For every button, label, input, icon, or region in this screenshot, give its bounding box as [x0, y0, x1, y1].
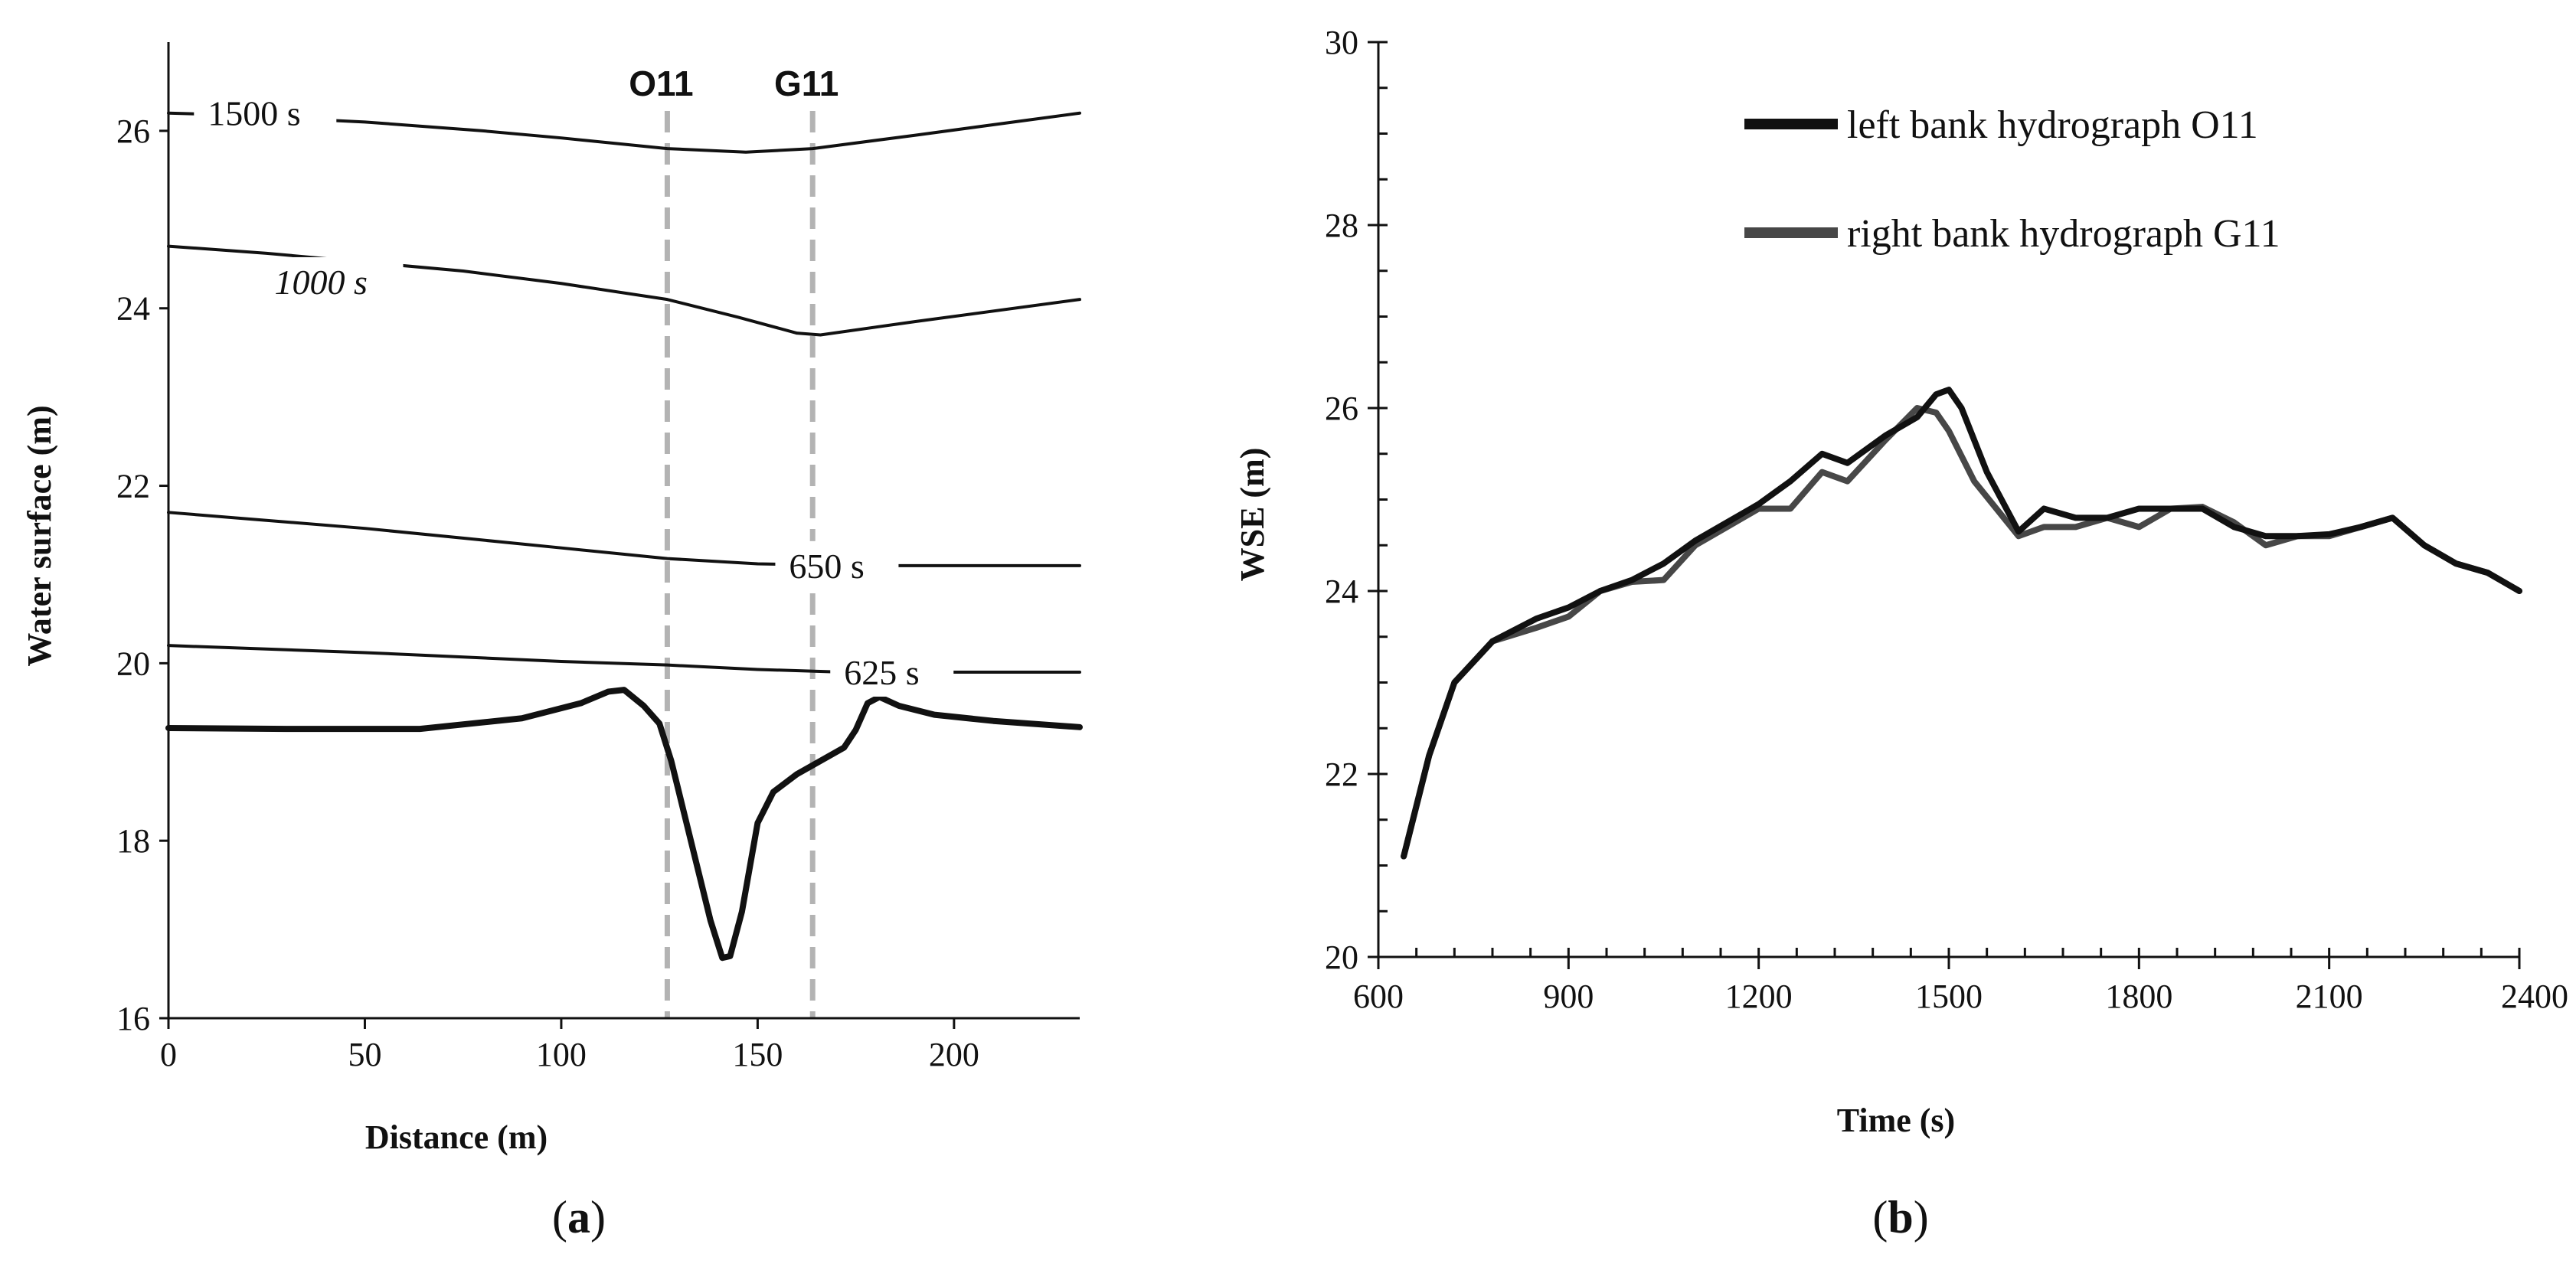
chart-a: O11 G11 1500 s 1000 s 650 s 625 s: [21, 42, 1083, 1243]
curve-label-1000s: 1000 s: [274, 263, 367, 302]
y-tick-label: 26: [116, 113, 150, 150]
chart-a-series: [165, 111, 1083, 962]
y-tick-label: 22: [116, 468, 150, 505]
curve-label-bg-650s: [775, 540, 899, 590]
chart-b-minor-ticks: [1377, 41, 2521, 958]
x-tick-label: 2400: [2501, 978, 2568, 1015]
y-tick-label: 18: [116, 822, 150, 860]
caption-open-paren: (: [552, 1192, 567, 1243]
y-tick-label: 20: [116, 645, 150, 682]
x-tick-label: 150: [732, 1036, 783, 1073]
chart-b-y-axis-title: WSE (m): [1234, 448, 1271, 582]
chart-a-curve-labels: 1500 s 1000 s 650 s 625 s: [194, 88, 954, 697]
caption-a: (a): [552, 1192, 606, 1243]
chart-b-axis-frame: [1377, 42, 2521, 958]
y-tick-label: 16: [116, 1000, 150, 1037]
caption-letter: a: [567, 1192, 590, 1243]
bed-profile-line: [165, 687, 1083, 962]
y-tick-label: 24: [116, 290, 150, 328]
curve-label-625s: 625 s: [844, 653, 919, 692]
chart-a-axes: 0 50 100 150 200 16 18 20 22 24 26 Dista…: [21, 42, 1080, 1156]
chart-a-axis-frame: [167, 42, 1080, 1020]
x-tick-label: 100: [536, 1036, 587, 1073]
caption-close-paren: ): [590, 1192, 606, 1243]
x-tick-label: 50: [348, 1036, 381, 1073]
x-tick-label: 0: [160, 1036, 177, 1073]
x-tick-label: 1500: [1915, 978, 1983, 1015]
series-left-bank-o11-line: [1401, 387, 2522, 860]
curve-label-1500s: 1500 s: [208, 94, 300, 133]
chart-a-x-axis-title: Distance (m): [365, 1118, 548, 1156]
y-tick-label: 28: [1325, 207, 1358, 244]
caption-close-paren: ): [1914, 1192, 1929, 1243]
x-tick-label: 1800: [2105, 978, 2172, 1015]
x-tick-label: 2100: [2296, 978, 2363, 1015]
series-right-bank-g11-line: [1401, 405, 2522, 860]
chart-a-markers: O11 G11: [629, 64, 839, 1018]
curve-label-bg-1500s: [194, 88, 337, 138]
chart-b: 600 900 1200 1500 1800 2100 2400 20 22 2…: [1234, 24, 2568, 1243]
curve-label-bg-1000s: [260, 256, 404, 306]
chart-b-series: [1401, 387, 2522, 860]
curve-label-650s: 650 s: [789, 547, 864, 586]
curve-label-bg-625s: [830, 647, 954, 697]
x-tick-label: 200: [929, 1036, 979, 1073]
legend-label-right-bank-g11: right bank hydrograph G11: [1847, 212, 2280, 256]
y-tick-label: 26: [1325, 390, 1358, 427]
y-tick-label: 22: [1325, 756, 1358, 793]
y-tick-label: 24: [1325, 573, 1358, 610]
marker-label-g11: G11: [774, 64, 839, 103]
chart-a-y-axis-title: Water surface (m): [21, 405, 58, 666]
y-tick-label: 30: [1325, 24, 1358, 61]
caption-open-paren: (: [1872, 1192, 1888, 1243]
series-650s-line: [167, 511, 1081, 567]
x-tick-label: 600: [1353, 978, 1404, 1015]
chart-b-legend: left bank hydrograph O11 right bank hydr…: [1744, 103, 2280, 256]
marker-label-o11: O11: [629, 64, 693, 103]
caption-letter: b: [1888, 1192, 1913, 1243]
y-tick-label: 20: [1325, 939, 1358, 976]
legend-label-left-bank-o11: left bank hydrograph O11: [1847, 103, 2258, 147]
chart-b-x-axis-title: Time (s): [1837, 1102, 1955, 1139]
x-tick-label: 1200: [1725, 978, 1793, 1015]
chart-b-axes: 600 900 1200 1500 1800 2100 2400 20 22 2…: [1234, 24, 2568, 1139]
caption-b: (b): [1872, 1192, 1928, 1243]
x-tick-label: 900: [1543, 978, 1594, 1015]
